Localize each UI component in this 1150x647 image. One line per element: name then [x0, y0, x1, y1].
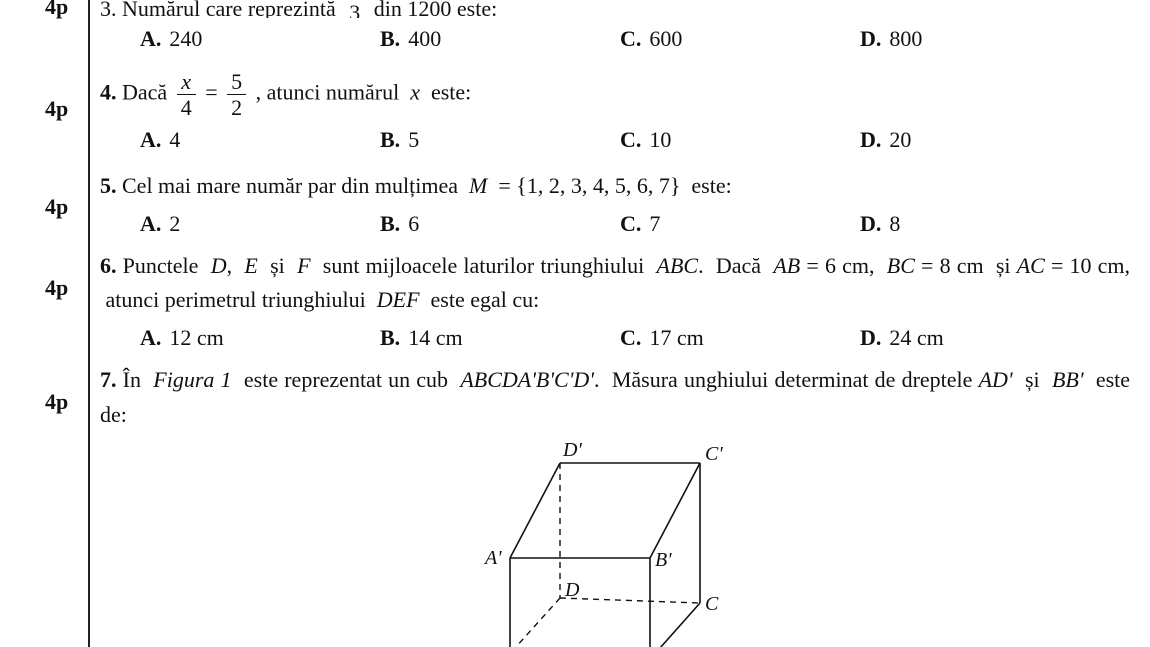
lbl-D: D	[564, 579, 580, 601]
q4-answers: A.4 B.5 C.10 D.20	[140, 127, 1100, 153]
q4-ans-b: B.5	[380, 127, 620, 153]
q4-eq: =	[205, 80, 217, 105]
q3-frac: 3	[345, 0, 364, 18]
figure-cube: D' C' A' B' D C	[465, 438, 765, 647]
q4-var: x	[410, 80, 420, 105]
q7-num: 7.	[100, 367, 117, 392]
q6-ans-a: A.12 cm	[140, 325, 380, 351]
exam-page: 4p 3. Numărul care reprezintă 3 din 1200…	[0, 0, 1150, 647]
q3-truncated: 3. Numărul care reprezintă 3 din 1200 es…	[100, 0, 1130, 18]
q6-ans-d: D.24 cm	[860, 325, 1100, 351]
points-q7: 4p	[45, 389, 68, 415]
lbl-Dp: D'	[562, 439, 582, 461]
q4-ans-c: C.10	[620, 127, 860, 153]
q5-text: 5. Cel mai mare număr par din mulțimea M…	[100, 169, 1130, 203]
q3-frag-pre: 3. Numărul care reprezintă	[100, 0, 336, 18]
points-q6: 4p	[45, 275, 68, 301]
lbl-Ap: A'	[483, 547, 502, 569]
q5-pre: Cel mai mare număr par din mulțimea	[122, 173, 458, 198]
q7-text: 7. În Figura 1 este reprezentat un cub A…	[100, 363, 1130, 431]
q6-text: 6. Punctele D, E și F sunt mijloacele la…	[100, 249, 1130, 317]
lbl-C: C	[705, 593, 719, 615]
q4-post: , atunci numărul	[256, 80, 400, 105]
q5-eq: =	[498, 173, 510, 198]
lbl-Cp: C'	[705, 443, 723, 465]
q3-answers: A.240 B.400 C.600 D.800	[140, 26, 1100, 52]
q3-frac-den: 3	[345, 1, 364, 18]
q5-setvar: M	[469, 173, 487, 198]
q3-ans-c: C.600	[620, 26, 860, 52]
q6-ans-b: B.14 cm	[380, 325, 620, 351]
q5-ans-a: A.2	[140, 211, 380, 237]
q5-answers: A.2 B.6 C.7 D.8	[140, 211, 1100, 237]
margin-rule	[88, 0, 90, 647]
q5-ans-d: D.8	[860, 211, 1100, 237]
q3-ans-b: B.400	[380, 26, 620, 52]
q4-tail: este:	[431, 80, 471, 105]
q4-text: 4. Dacă x 4 = 5 2 , atunci numărul x est…	[100, 70, 1130, 119]
points-q5: 4p	[45, 194, 68, 220]
points-q3: 4p	[45, 0, 68, 20]
q6-num: 6.	[100, 253, 117, 278]
q4-ans-d: D.20	[860, 127, 1100, 153]
q5-ans-b: B.6	[380, 211, 620, 237]
q4-frac-left: x 4	[177, 70, 196, 119]
q4-num: 4.	[100, 80, 117, 105]
q6-ans-c: C.17 cm	[620, 325, 860, 351]
q4-pre: Dacă	[122, 80, 167, 105]
q5-tail: este:	[691, 173, 731, 198]
points-q4: 4p	[45, 96, 68, 122]
q5-set: {1, 2, 3, 4, 5, 6, 7}	[516, 173, 680, 198]
q5-num: 5.	[100, 173, 117, 198]
q6-answers: A.12 cm B.14 cm C.17 cm D.24 cm	[140, 325, 1100, 351]
q4-ans-a: A.4	[140, 127, 380, 153]
q3-ans-d: D.800	[860, 26, 1100, 52]
q7-fig: Figura 1	[153, 367, 231, 392]
q3-frag-suf: din 1200 este:	[374, 0, 497, 18]
q4-frac-right: 5 2	[227, 70, 246, 119]
lbl-Bp: B'	[655, 549, 672, 571]
q5-ans-c: C.7	[620, 211, 860, 237]
q3-ans-a: A.240	[140, 26, 380, 52]
